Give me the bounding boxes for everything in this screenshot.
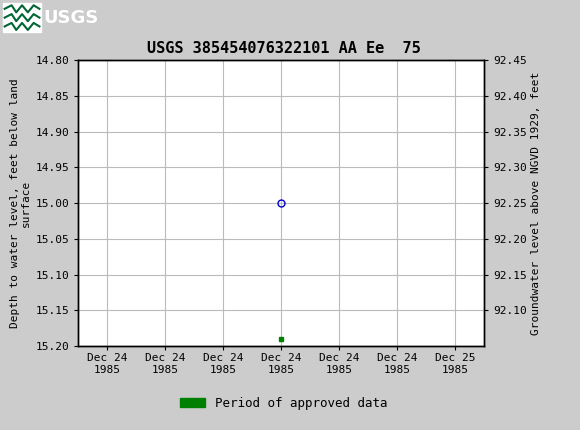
Bar [3,3,41,32]
Text: USGS 385454076322101 AA Ee  75: USGS 385454076322101 AA Ee 75 [147,41,421,56]
Legend: Period of approved data: Period of approved data [175,392,393,415]
Y-axis label: Depth to water level, feet below land
surface: Depth to water level, feet below land su… [10,78,31,328]
Y-axis label: Groundwater level above NGVD 1929, feet: Groundwater level above NGVD 1929, feet [531,71,541,335]
Text: USGS: USGS [44,9,99,27]
